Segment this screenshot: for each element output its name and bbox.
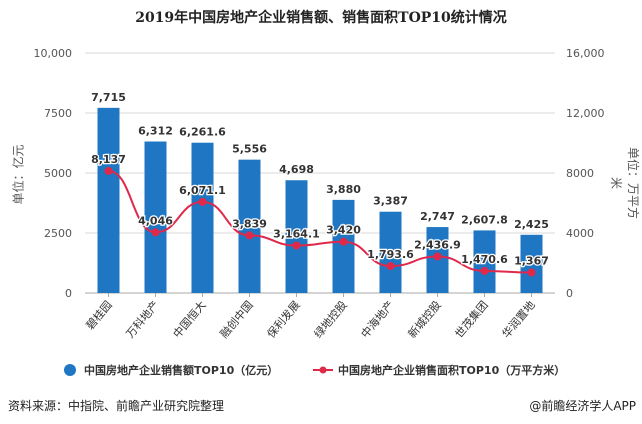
line-point xyxy=(433,252,442,261)
line-point xyxy=(386,262,395,271)
legend-bar-marker xyxy=(64,364,76,376)
bar xyxy=(97,107,120,293)
x-tick-label: 融创中国 xyxy=(218,299,256,341)
line-point xyxy=(527,268,536,277)
y-tick-left: 2500 xyxy=(44,227,72,240)
bar xyxy=(285,180,308,293)
line-data-label: 2,436.9 xyxy=(414,238,461,251)
y-tick-left: 10,000 xyxy=(34,47,73,60)
bar-data-label: 2,747 xyxy=(420,210,455,223)
line-point xyxy=(480,266,489,275)
line-data-label: 1,470.6 xyxy=(461,253,508,266)
bar xyxy=(473,230,496,293)
bar xyxy=(520,234,543,293)
y-tick-right: 16,000 xyxy=(566,47,605,60)
line-data-label: 6,071.1 xyxy=(179,184,226,197)
line-point xyxy=(245,231,254,240)
x-tick-label: 新城控股 xyxy=(405,298,444,341)
line-series xyxy=(108,169,532,274)
bar xyxy=(332,199,355,293)
y-tick-left: 7500 xyxy=(44,107,72,120)
y-tick-right: 8000 xyxy=(566,167,594,180)
y-tick-right: 12,000 xyxy=(566,107,605,120)
line-point xyxy=(292,241,301,250)
line-point xyxy=(151,228,160,237)
x-tick-label: 保利发展 xyxy=(264,298,303,341)
bar xyxy=(379,211,402,293)
x-tick-label: 世茂集团 xyxy=(452,298,491,341)
bar-data-label: 2,607.8 xyxy=(461,213,508,226)
bar-data-label: 3,387 xyxy=(373,195,408,208)
line-data-label: 3,164.1 xyxy=(273,228,320,241)
line-data-label: 4,046 xyxy=(138,214,173,227)
bar-data-label: 5,556 xyxy=(232,143,267,156)
line-data-label: 1,793.6 xyxy=(367,248,414,261)
line-point xyxy=(104,166,113,175)
bar-data-label: 6,312 xyxy=(138,125,173,138)
y-tick-left: 5000 xyxy=(44,167,72,180)
x-tick-label: 中国恒大 xyxy=(170,298,209,341)
bar-data-label: 2,425 xyxy=(514,218,549,231)
y-tick-left: 0 xyxy=(65,287,72,300)
line-data-label: 3,420 xyxy=(326,224,361,237)
legend-bar-label: 中国房地产企业销售额TOP10（亿元） xyxy=(84,363,278,377)
legend-line-label: 中国房地产企业销售面积TOP10（万平方米） xyxy=(338,363,565,377)
line-data-label: 3,839 xyxy=(232,217,267,230)
line-point xyxy=(339,237,348,246)
y-tick-right: 0 xyxy=(566,287,573,300)
credit: @前瞻经济学人APP xyxy=(529,399,636,413)
line-data-label: 1,367 xyxy=(514,254,549,267)
bar xyxy=(191,142,214,293)
x-tick-label: 万科地产 xyxy=(123,298,162,341)
bar-data-label: 3,880 xyxy=(326,183,361,196)
x-tick-label: 中海地产 xyxy=(358,298,397,341)
chart-title: 2019年中国房地产企业销售额、销售面积TOP10统计情况 xyxy=(135,10,507,26)
x-tick-label: 绿地控股 xyxy=(311,298,350,341)
y-tick-right: 4000 xyxy=(566,227,594,240)
line-data-label: 8,137 xyxy=(91,153,126,166)
x-tick-label: 碧桂园 xyxy=(83,298,115,332)
bar xyxy=(238,159,261,293)
bar-data-label: 4,698 xyxy=(279,163,314,176)
legend-line-point xyxy=(319,366,327,374)
x-tick-label: 华润置地 xyxy=(499,298,538,341)
bar xyxy=(144,141,167,293)
bar-data-label: 7,715 xyxy=(91,91,126,104)
bar-data-label: 6,261.6 xyxy=(179,126,226,139)
line-point xyxy=(198,197,207,206)
source-note: 资料来源：中指院、前瞻产业研究院整理 xyxy=(8,399,225,413)
